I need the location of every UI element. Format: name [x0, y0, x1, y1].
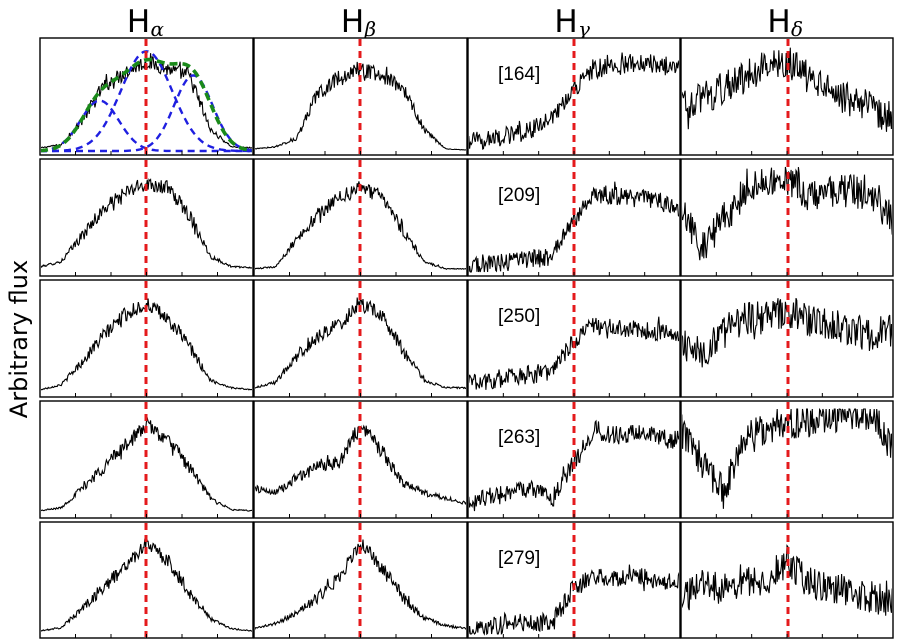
spectrum-panel: [680, 279, 894, 398]
spectrum-panel: [39, 279, 254, 398]
row-label: [279]: [498, 548, 540, 569]
observed-spectrum-line: [255, 539, 466, 631]
column-title: H: [554, 4, 577, 40]
spectrum-panel: [39, 400, 254, 519]
observed-spectrum-line: [41, 298, 252, 391]
column-title-subscript: β: [364, 17, 377, 41]
spectrum-panel: [39, 37, 254, 156]
observed-spectrum-line: [255, 61, 466, 151]
spectrum-panel: [253, 279, 468, 398]
observed-spectrum-line: [682, 544, 892, 616]
spectrum-panel: [680, 521, 894, 639]
spectrum-panel: [467, 279, 681, 398]
y-axis-title: Arbitrary flux: [5, 260, 33, 418]
spectrum-panel: [680, 37, 894, 156]
spectrum-panel: [39, 521, 254, 639]
spectrum-panel: [39, 158, 254, 277]
spectrum-panel: [680, 400, 894, 519]
spectrum-panel: [467, 37, 681, 156]
spectrum-panel: [680, 158, 894, 277]
row-label: [209]: [498, 185, 540, 206]
column-title-subscript: γ: [578, 17, 590, 41]
column-title-subscript: α: [151, 17, 165, 41]
observed-spectrum-line: [682, 298, 892, 368]
column-title: H: [767, 4, 790, 40]
spectrum-panel: [253, 37, 468, 156]
spectrum-panel: [467, 158, 681, 277]
spectrum-panel: [467, 521, 681, 639]
spectrum-panel: [253, 400, 468, 519]
panel-grid: [164] [209] [250] [263] [279]: [39, 37, 894, 639]
spectrum-panel: [253, 158, 468, 277]
spectrum-panel: [467, 400, 681, 519]
spectrum-panel: [253, 521, 468, 639]
row-label: [263]: [498, 427, 540, 448]
observed-spectrum-line: [469, 52, 679, 150]
fit-total-line: [41, 57, 252, 153]
row-label: [164]: [498, 64, 540, 85]
column-title: H: [127, 4, 150, 40]
column-title-subscript: δ: [791, 17, 803, 41]
column-title: H: [341, 4, 364, 40]
row-label: [250]: [498, 306, 540, 327]
